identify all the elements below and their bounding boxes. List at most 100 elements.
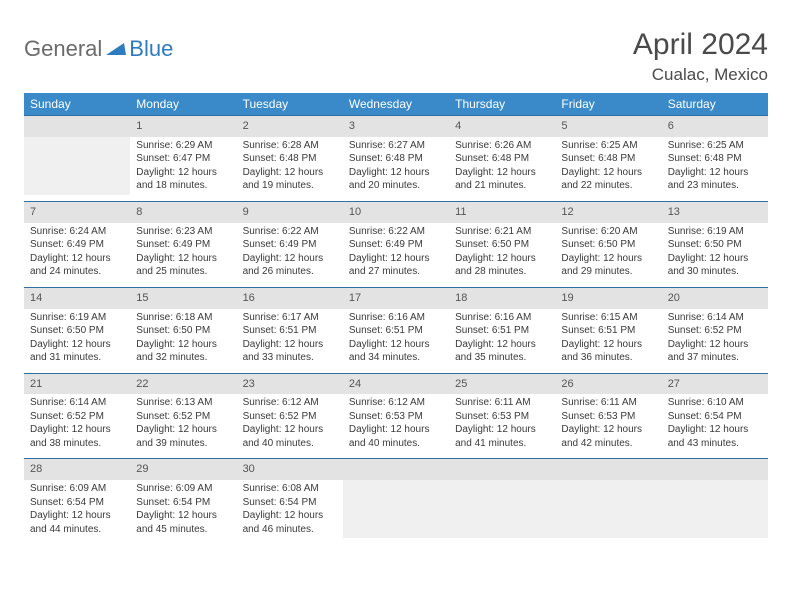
empty-day-number <box>343 459 449 480</box>
day-number: 6 <box>662 116 768 137</box>
day-cell: 29Sunrise: 6:09 AMSunset: 6:54 PMDayligh… <box>130 459 236 544</box>
day-cell: 23Sunrise: 6:12 AMSunset: 6:52 PMDayligh… <box>237 373 343 459</box>
sunrise-line: Sunrise: 6:22 AM <box>243 225 337 239</box>
day-number: 28 <box>24 459 130 480</box>
sunset-line: Sunset: 6:50 PM <box>30 324 124 338</box>
page: General Blue April 2024 Cualac, Mexico S… <box>0 0 792 544</box>
sunset-line: Sunset: 6:51 PM <box>455 324 549 338</box>
location-subtitle: Cualac, Mexico <box>633 65 768 85</box>
day-cell: 11Sunrise: 6:21 AMSunset: 6:50 PMDayligh… <box>449 201 555 287</box>
daylight-line: Daylight: 12 hours and 30 minutes. <box>668 252 762 279</box>
day-body: Sunrise: 6:24 AMSunset: 6:49 PMDaylight:… <box>24 223 130 287</box>
sunset-line: Sunset: 6:49 PM <box>349 238 443 252</box>
daylight-line: Daylight: 12 hours and 43 minutes. <box>668 423 762 450</box>
daylight-line: Daylight: 12 hours and 24 minutes. <box>30 252 124 279</box>
day-number: 11 <box>449 202 555 223</box>
page-title: April 2024 <box>633 28 768 61</box>
header: General Blue April 2024 Cualac, Mexico <box>24 28 768 85</box>
empty-day-number <box>449 459 555 480</box>
triangle-icon <box>106 39 126 60</box>
sunrise-line: Sunrise: 6:14 AM <box>668 311 762 325</box>
sunrise-line: Sunrise: 6:09 AM <box>136 482 230 496</box>
day-cell: 2Sunrise: 6:28 AMSunset: 6:48 PMDaylight… <box>237 116 343 202</box>
title-block: April 2024 Cualac, Mexico <box>633 28 768 85</box>
empty-day-body <box>343 480 449 538</box>
sunset-line: Sunset: 6:54 PM <box>30 496 124 510</box>
day-body: Sunrise: 6:10 AMSunset: 6:54 PMDaylight:… <box>662 394 768 458</box>
sunrise-line: Sunrise: 6:26 AM <box>455 139 549 153</box>
day-header-sunday: Sunday <box>24 93 130 116</box>
day-number: 8 <box>130 202 236 223</box>
day-body: Sunrise: 6:17 AMSunset: 6:51 PMDaylight:… <box>237 309 343 373</box>
day-cell: 22Sunrise: 6:13 AMSunset: 6:52 PMDayligh… <box>130 373 236 459</box>
day-cell <box>24 116 130 202</box>
day-body: Sunrise: 6:12 AMSunset: 6:52 PMDaylight:… <box>237 394 343 458</box>
daylight-line: Daylight: 12 hours and 19 minutes. <box>243 166 337 193</box>
day-number: 29 <box>130 459 236 480</box>
day-number: 19 <box>555 288 661 309</box>
daylight-line: Daylight: 12 hours and 40 minutes. <box>349 423 443 450</box>
logo-text-blue: Blue <box>129 36 173 62</box>
day-cell: 17Sunrise: 6:16 AMSunset: 6:51 PMDayligh… <box>343 287 449 373</box>
day-number: 7 <box>24 202 130 223</box>
sunrise-line: Sunrise: 6:22 AM <box>349 225 443 239</box>
day-cell: 24Sunrise: 6:12 AMSunset: 6:53 PMDayligh… <box>343 373 449 459</box>
sunset-line: Sunset: 6:52 PM <box>668 324 762 338</box>
daylight-line: Daylight: 12 hours and 45 minutes. <box>136 509 230 536</box>
day-number: 3 <box>343 116 449 137</box>
day-cell: 21Sunrise: 6:14 AMSunset: 6:52 PMDayligh… <box>24 373 130 459</box>
day-body: Sunrise: 6:26 AMSunset: 6:48 PMDaylight:… <box>449 137 555 201</box>
daylight-line: Daylight: 12 hours and 29 minutes. <box>561 252 655 279</box>
day-body: Sunrise: 6:19 AMSunset: 6:50 PMDaylight:… <box>24 309 130 373</box>
day-cell: 20Sunrise: 6:14 AMSunset: 6:52 PMDayligh… <box>662 287 768 373</box>
day-cell: 3Sunrise: 6:27 AMSunset: 6:48 PMDaylight… <box>343 116 449 202</box>
day-cell <box>555 459 661 544</box>
day-cell: 27Sunrise: 6:10 AMSunset: 6:54 PMDayligh… <box>662 373 768 459</box>
day-header-tuesday: Tuesday <box>237 93 343 116</box>
sunrise-line: Sunrise: 6:15 AM <box>561 311 655 325</box>
daylight-line: Daylight: 12 hours and 35 minutes. <box>455 338 549 365</box>
week-row: 1Sunrise: 6:29 AMSunset: 6:47 PMDaylight… <box>24 116 768 202</box>
day-body: Sunrise: 6:16 AMSunset: 6:51 PMDaylight:… <box>449 309 555 373</box>
week-row: 28Sunrise: 6:09 AMSunset: 6:54 PMDayligh… <box>24 459 768 544</box>
day-header-saturday: Saturday <box>662 93 768 116</box>
day-body: Sunrise: 6:09 AMSunset: 6:54 PMDaylight:… <box>24 480 130 544</box>
sunset-line: Sunset: 6:49 PM <box>243 238 337 252</box>
sunset-line: Sunset: 6:50 PM <box>136 324 230 338</box>
day-cell: 19Sunrise: 6:15 AMSunset: 6:51 PMDayligh… <box>555 287 661 373</box>
sunset-line: Sunset: 6:50 PM <box>561 238 655 252</box>
sunrise-line: Sunrise: 6:12 AM <box>349 396 443 410</box>
sunset-line: Sunset: 6:48 PM <box>455 152 549 166</box>
empty-day-body <box>24 137 130 195</box>
day-body: Sunrise: 6:11 AMSunset: 6:53 PMDaylight:… <box>555 394 661 458</box>
logo: General Blue <box>24 28 173 62</box>
day-cell <box>449 459 555 544</box>
day-body: Sunrise: 6:21 AMSunset: 6:50 PMDaylight:… <box>449 223 555 287</box>
day-body: Sunrise: 6:25 AMSunset: 6:48 PMDaylight:… <box>662 137 768 201</box>
day-body: Sunrise: 6:13 AMSunset: 6:52 PMDaylight:… <box>130 394 236 458</box>
day-body: Sunrise: 6:22 AMSunset: 6:49 PMDaylight:… <box>343 223 449 287</box>
day-number: 4 <box>449 116 555 137</box>
daylight-line: Daylight: 12 hours and 22 minutes. <box>561 166 655 193</box>
logo-text-general: General <box>24 36 102 62</box>
day-cell: 18Sunrise: 6:16 AMSunset: 6:51 PMDayligh… <box>449 287 555 373</box>
day-number: 15 <box>130 288 236 309</box>
daylight-line: Daylight: 12 hours and 38 minutes. <box>30 423 124 450</box>
day-cell: 6Sunrise: 6:25 AMSunset: 6:48 PMDaylight… <box>662 116 768 202</box>
day-cell: 7Sunrise: 6:24 AMSunset: 6:49 PMDaylight… <box>24 201 130 287</box>
sunrise-line: Sunrise: 6:11 AM <box>455 396 549 410</box>
day-header-monday: Monday <box>130 93 236 116</box>
week-row: 7Sunrise: 6:24 AMSunset: 6:49 PMDaylight… <box>24 201 768 287</box>
daylight-line: Daylight: 12 hours and 21 minutes. <box>455 166 549 193</box>
sunrise-line: Sunrise: 6:25 AM <box>668 139 762 153</box>
sunrise-line: Sunrise: 6:23 AM <box>136 225 230 239</box>
day-body: Sunrise: 6:14 AMSunset: 6:52 PMDaylight:… <box>24 394 130 458</box>
sunset-line: Sunset: 6:51 PM <box>561 324 655 338</box>
day-header-row: Sunday Monday Tuesday Wednesday Thursday… <box>24 93 768 116</box>
daylight-line: Daylight: 12 hours and 28 minutes. <box>455 252 549 279</box>
sunset-line: Sunset: 6:53 PM <box>455 410 549 424</box>
daylight-line: Daylight: 12 hours and 34 minutes. <box>349 338 443 365</box>
day-number: 21 <box>24 374 130 395</box>
daylight-line: Daylight: 12 hours and 39 minutes. <box>136 423 230 450</box>
sunrise-line: Sunrise: 6:09 AM <box>30 482 124 496</box>
